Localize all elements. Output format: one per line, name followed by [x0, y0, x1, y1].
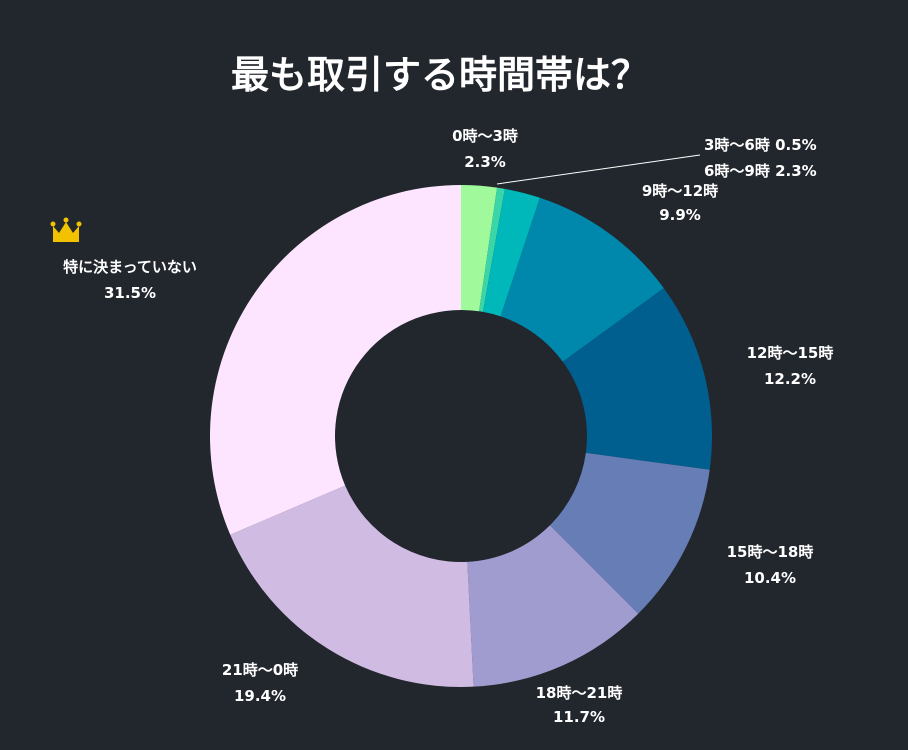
leader-line-3-6 [496, 154, 701, 185]
slice-1 [479, 187, 505, 312]
value-label-8: 31.5% [104, 284, 156, 302]
value-label-4: 12.2% [764, 370, 816, 388]
category-label-4: 12時〜15時 [747, 344, 834, 362]
data-label-2: 6時〜9時 2.3% [704, 162, 817, 180]
slice-4 [562, 288, 713, 470]
slice-8 [209, 185, 461, 535]
slices-group [209, 185, 713, 687]
value-label-3: 9.9% [659, 206, 701, 224]
slice-7 [230, 485, 474, 687]
labels-group: 0時〜3時 2.3% 3時〜6時 0.5% 6時〜9時 2.3% 9時〜12時 9.9% 1… [63, 127, 833, 726]
crown-icon [50, 217, 82, 242]
slice-0 [461, 185, 498, 312]
value-label-5: 10.4% [744, 569, 796, 587]
category-label-3: 9時〜12時 [642, 182, 718, 200]
data-label-1: 3時〜6時 0.5% [704, 136, 817, 154]
crown-dot-1 [63, 217, 69, 223]
crown-dot-2 [76, 221, 82, 227]
slice-3 [500, 197, 664, 362]
slice-2 [483, 188, 540, 317]
crown-shape [53, 222, 79, 242]
value-label-0: 2.3% [464, 153, 506, 171]
value-label-6: 11.7% [553, 708, 605, 726]
leader-lines-group [496, 154, 701, 185]
category-label-0: 0時〜3時 [452, 127, 518, 145]
category-label-6: 18時〜21時 [536, 684, 623, 702]
category-label-8: 特に決まっていない [63, 258, 197, 276]
slice-6 [467, 525, 639, 687]
crown-dot-0 [50, 221, 56, 227]
chart-title: 最も取引する時間帯は？ [231, 53, 649, 97]
category-label-7: 21時〜0時 [222, 661, 298, 679]
category-label-5: 15時〜18時 [727, 543, 814, 561]
slice-5 [549, 452, 710, 614]
value-label-7: 19.4% [234, 687, 286, 705]
